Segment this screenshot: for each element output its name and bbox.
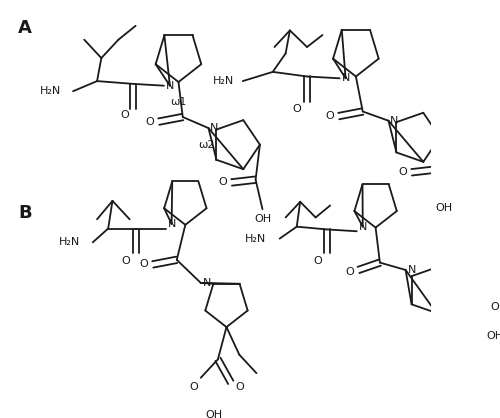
Text: O: O	[146, 117, 154, 127]
Text: O: O	[140, 260, 148, 270]
Text: OH: OH	[436, 203, 452, 213]
Text: O: O	[313, 256, 322, 266]
Text: O: O	[120, 110, 129, 120]
Text: O: O	[121, 256, 130, 266]
Text: B: B	[18, 204, 32, 222]
Text: O: O	[218, 177, 228, 187]
Text: N: N	[358, 222, 367, 232]
Text: OH: OH	[254, 214, 271, 224]
Text: OH: OH	[205, 410, 222, 418]
Text: N: N	[202, 278, 211, 288]
Text: H₂N: H₂N	[58, 237, 80, 247]
Text: N: N	[342, 73, 350, 83]
Text: N: N	[210, 123, 218, 133]
Text: N: N	[390, 116, 398, 126]
Text: O: O	[398, 167, 407, 177]
Text: O: O	[292, 104, 301, 114]
Text: O: O	[190, 382, 198, 392]
Text: A: A	[18, 19, 32, 37]
Text: O: O	[346, 267, 354, 277]
Text: ω1: ω1	[170, 97, 186, 107]
Text: ω2: ω2	[198, 140, 215, 150]
Text: O: O	[326, 111, 334, 121]
Text: H₂N: H₂N	[213, 76, 234, 86]
Text: N: N	[168, 219, 176, 229]
Text: O: O	[490, 302, 499, 312]
Text: H₂N: H₂N	[40, 86, 61, 96]
Text: N: N	[408, 265, 416, 275]
Text: N: N	[166, 81, 174, 91]
Text: O: O	[235, 382, 244, 392]
Text: OH: OH	[486, 331, 500, 342]
Text: H₂N: H₂N	[244, 234, 266, 244]
